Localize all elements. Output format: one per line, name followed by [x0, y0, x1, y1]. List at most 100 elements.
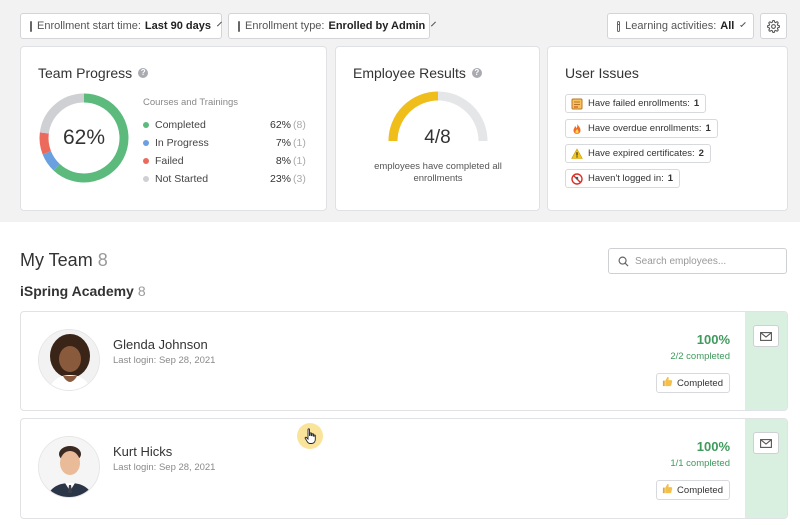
page-title: My Team 8 — [20, 250, 108, 271]
filter-label: Enrollment type: — [245, 20, 325, 32]
card-title: User Issues — [565, 65, 639, 81]
gauge-chart — [388, 91, 488, 142]
issue-count: 2 — [698, 148, 704, 159]
progress-donut: 62% — [38, 92, 130, 184]
employee-results-title: Employee Results — [353, 65, 466, 81]
completed-count: 1/1 completed — [670, 458, 730, 469]
calendar-icon — [238, 20, 240, 32]
fire-icon — [571, 123, 583, 135]
issue-label: Haven't logged in: — [588, 173, 664, 184]
issue-not-logged-in[interactable]: Haven't logged in: 1 — [565, 169, 681, 188]
legend-name: Not Started — [155, 173, 209, 185]
info-icon[interactable]: ? — [138, 68, 149, 78]
filter-label: Enrollment start time: — [37, 20, 141, 32]
legend-count: (1) — [293, 137, 306, 149]
search-input[interactable] — [635, 255, 775, 267]
card-title: Employee Results ? — [353, 65, 482, 81]
legend-item-in-progress: In Progress 7% (1) — [143, 134, 311, 152]
legend-count: (8) — [293, 119, 306, 131]
employee-card[interactable]: Glenda Johnson Last login: Sep 28, 2021 … — [20, 311, 788, 411]
employee-name[interactable]: Glenda Johnson — [113, 337, 208, 352]
mouse-cursor — [297, 423, 323, 449]
filter-value: All — [720, 20, 735, 32]
team-count: 8 — [97, 250, 108, 270]
donut-segment-in-progress — [42, 150, 60, 171]
org-name: iSpring Academy — [20, 283, 134, 299]
calendar-icon — [30, 20, 32, 32]
org-count: 8 — [137, 283, 146, 299]
results-gauge — [386, 89, 490, 149]
donut-segment-not-started — [39, 93, 85, 134]
legend-pct: 7% — [275, 137, 291, 149]
donut-segment-failed — [39, 132, 52, 155]
warning-icon — [571, 147, 583, 160]
issue-label: Have expired certificates: — [588, 148, 695, 159]
progress-legend: Courses and Trainings Completed 62% (8) … — [143, 97, 311, 188]
issue-expired-certificates[interactable]: Have expired certificates: 2 — [565, 144, 711, 163]
legend-name: In Progress — [155, 137, 209, 149]
thumbs-up-icon — [662, 483, 673, 497]
employee-card[interactable]: Kurt Hicks Last login: Sep 28, 2021 100%… — [20, 418, 788, 519]
legend-item-completed: Completed 62% (8) — [143, 116, 311, 134]
search-icon — [618, 256, 629, 267]
issue-label: Have failed enrollments: — [588, 98, 690, 109]
issue-count: 1 — [693, 98, 700, 109]
issue-count: 1 — [667, 173, 674, 184]
progress-percent: 100% — [696, 332, 730, 347]
last-login: Last login: Sep 28, 2021 — [113, 462, 216, 473]
info-icon[interactable]: ? — [471, 68, 482, 78]
legend-count: (1) — [293, 155, 306, 167]
issue-count: 1 — [705, 123, 711, 134]
legend-dot — [143, 122, 149, 128]
send-message-button[interactable] — [753, 432, 779, 454]
failed-enrollments-icon — [571, 98, 583, 110]
legend-item-failed: Failed 8% (1) — [143, 152, 311, 170]
calendar-icon — [617, 20, 621, 32]
completed-count: 2/2 completed — [670, 351, 730, 362]
legend-item-not-started: Not Started 23% (3) — [143, 170, 311, 188]
hand-pointer-icon — [304, 428, 316, 444]
send-message-button[interactable] — [753, 325, 779, 347]
search-box[interactable] — [608, 248, 787, 274]
enrollment-type-filter[interactable]: Enrollment type: Enrolled by Admin — [228, 13, 437, 39]
legend-pct: 23% — [269, 173, 291, 185]
legend-name: Completed — [155, 119, 206, 131]
enrollment-start-filter[interactable]: Enrollment start time: Last 90 days — [20, 13, 222, 39]
no-login-icon — [571, 172, 583, 185]
legend-dot — [143, 158, 149, 164]
chevron-down-icon — [216, 21, 222, 27]
issue-failed-enrollments[interactable]: Have failed enrollments: 1 — [565, 94, 707, 113]
issue-overdue-enrollments[interactable]: Have overdue enrollments: 1 — [565, 119, 718, 138]
user-issues-card: User Issues Have failed enrollments: 1 H… — [547, 46, 788, 211]
legend-dot — [143, 176, 149, 182]
team-progress-title: Team Progress — [38, 65, 133, 81]
legend-title: Courses and Trainings — [143, 97, 239, 108]
progress-percent: 100% — [696, 439, 730, 454]
status-badge: Completed — [656, 480, 730, 500]
status-badge: Completed — [656, 373, 730, 393]
avatar — [38, 329, 100, 391]
card-title: Team Progress ? — [38, 65, 149, 81]
donut-percent: 62% — [62, 126, 106, 149]
last-login: Last login: Sep 28, 2021 — [113, 355, 216, 366]
legend-dot — [143, 140, 149, 146]
avatar — [38, 436, 100, 498]
gauge-fill — [388, 91, 439, 142]
donut-segment-completed — [53, 93, 129, 183]
legend-pct: 8% — [275, 155, 291, 167]
org-title: iSpring Academy 8 — [20, 283, 146, 299]
filter-value: Last 90 days — [144, 20, 211, 32]
status-text: Completed — [677, 484, 723, 496]
gear-icon — [767, 19, 780, 33]
results-caption: employees have completed all enrollments — [374, 161, 502, 184]
learning-activities-filter[interactable]: Learning activities: All — [607, 13, 754, 39]
team-title-text: My Team — [20, 250, 93, 270]
donut-chart — [39, 93, 129, 183]
employee-name[interactable]: Kurt Hicks — [113, 444, 173, 459]
settings-button[interactable] — [760, 13, 787, 39]
status-text: Completed — [677, 377, 723, 389]
mail-icon — [760, 331, 772, 341]
legend-name: Failed — [155, 155, 184, 167]
chevron-down-icon — [740, 21, 746, 27]
user-issues-title: User Issues — [565, 65, 639, 81]
